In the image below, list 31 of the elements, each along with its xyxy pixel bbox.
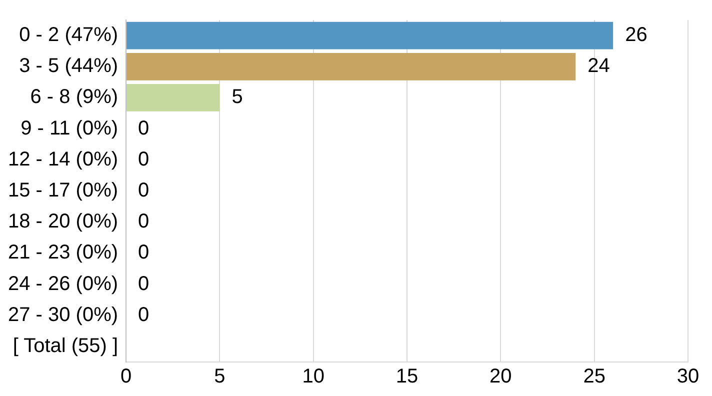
x-tick-label: 15 bbox=[396, 366, 418, 388]
data-label: 0 bbox=[138, 272, 150, 295]
data-label: 5 bbox=[232, 86, 243, 108]
data-label: 0 bbox=[138, 148, 150, 170]
y-tick-label: 24 - 26 (0%) bbox=[8, 272, 118, 295]
data-label: 0 bbox=[138, 117, 150, 140]
y-tick-label: 12 - 14 (0%) bbox=[8, 148, 118, 170]
x-tick-label: 30 bbox=[676, 366, 700, 388]
y-tick-label: 6 - 8 (9%) bbox=[30, 86, 118, 108]
y-tick-label: 9 - 11 (0%) bbox=[20, 117, 118, 140]
y-tick-label: 21 - 23 (0%) bbox=[8, 242, 118, 264]
bar bbox=[126, 84, 220, 112]
data-label: 0 bbox=[138, 242, 150, 264]
data-label: 26 bbox=[625, 24, 648, 46]
y-tick-label: 15 - 17 (0%) bbox=[8, 180, 118, 202]
data-label: 0 bbox=[138, 210, 150, 233]
x-tick-label: 25 bbox=[583, 366, 606, 388]
y-tick-label: [ Total (55) ] bbox=[12, 334, 118, 357]
y-tick-label: 3 - 5 (44%) bbox=[19, 55, 118, 78]
bar bbox=[126, 52, 576, 80]
bar bbox=[126, 22, 614, 50]
data-label: 24 bbox=[588, 55, 610, 78]
data-label: 0 bbox=[138, 180, 150, 202]
x-tick-label: 5 bbox=[214, 366, 226, 388]
y-tick-label: 18 - 20 (0%) bbox=[8, 210, 118, 233]
x-tick-label: 10 bbox=[302, 366, 324, 388]
x-tick-label: 0 bbox=[120, 366, 132, 388]
data-label: 0 bbox=[138, 304, 150, 326]
x-tick-label: 20 bbox=[490, 366, 512, 388]
y-tick-label: 0 - 2 (47%) bbox=[19, 24, 118, 46]
y-tick-label: 27 - 30 (0%) bbox=[8, 304, 118, 326]
